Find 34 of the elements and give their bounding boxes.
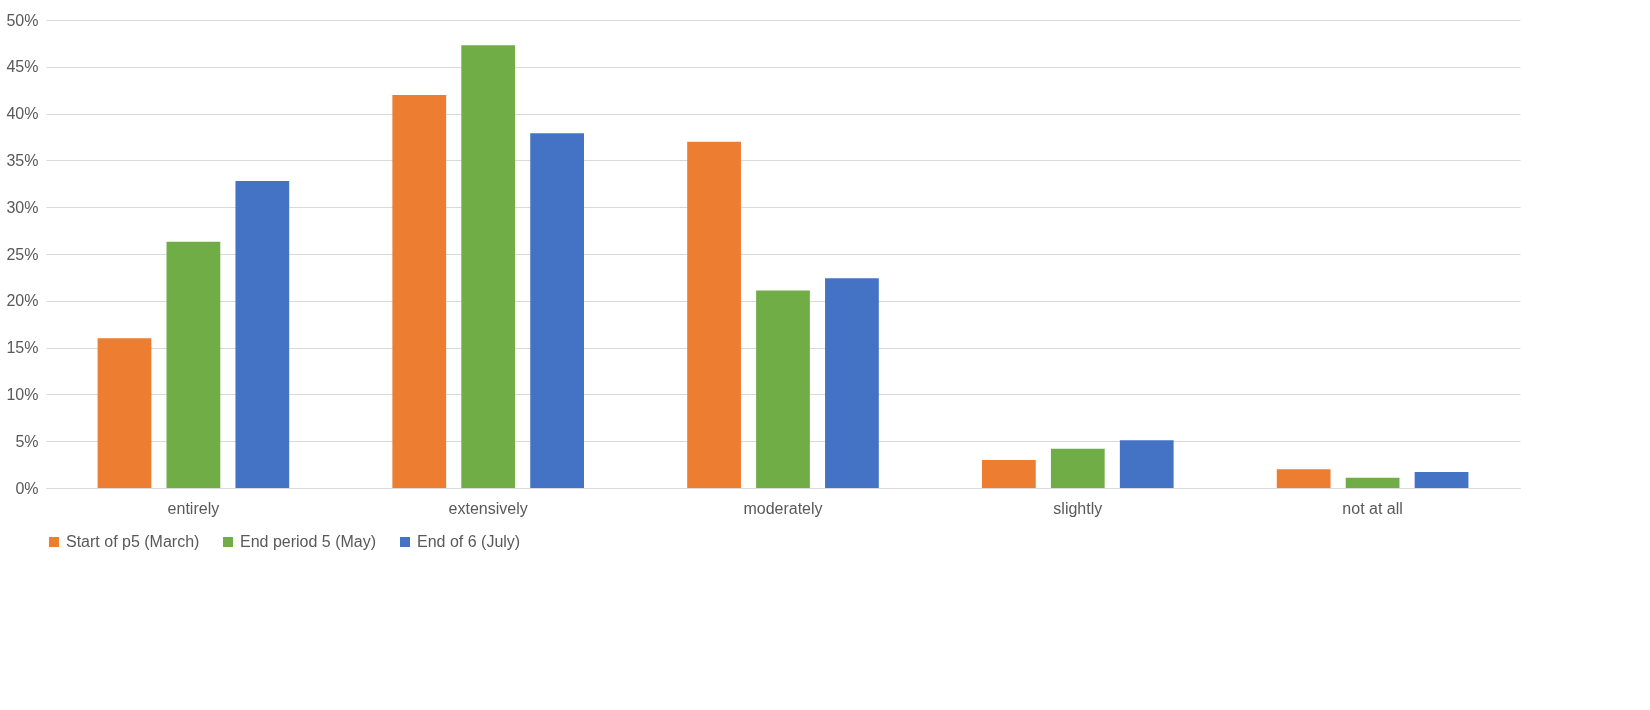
- bar: [1345, 477, 1400, 488]
- y-tick-label: 50%: [6, 11, 39, 29]
- bar: [235, 180, 290, 488]
- bar: [756, 290, 810, 488]
- bar: [461, 45, 516, 488]
- bar: [1119, 440, 1174, 488]
- bar: [825, 278, 879, 488]
- bar: [530, 133, 585, 488]
- bar: [1050, 448, 1105, 488]
- x-tick-label: moderately: [743, 499, 823, 517]
- y-tick-label: 5%: [15, 432, 39, 450]
- legend-label: End period 5 (May): [240, 533, 377, 550]
- bar: [392, 94, 447, 488]
- legend-label: End of 6 (July): [417, 533, 521, 550]
- y-tick-label: 35%: [6, 151, 39, 169]
- y-tick-label: 30%: [6, 198, 39, 216]
- legend-label: Start of p5 (March): [66, 533, 200, 550]
- x-tick-label: slightly: [1053, 499, 1103, 517]
- bar: [166, 241, 221, 488]
- bar: [687, 141, 741, 488]
- bar: [1414, 472, 1469, 488]
- y-tick-label: 20%: [6, 292, 39, 310]
- x-tick-label: not at all: [1342, 499, 1403, 517]
- x-tick-label: extensively: [448, 499, 528, 517]
- y-tick-label: 10%: [6, 385, 39, 403]
- y-tick-label: 0%: [15, 479, 39, 497]
- y-tick-label: 40%: [6, 105, 39, 123]
- bar: [981, 459, 1036, 488]
- x-tick-label: entirely: [167, 499, 220, 517]
- bar: [97, 338, 152, 488]
- bar: [1276, 469, 1331, 488]
- y-tick-label: 45%: [6, 58, 39, 76]
- y-tick-label: 25%: [6, 245, 39, 263]
- y-tick-label: 15%: [6, 339, 39, 357]
